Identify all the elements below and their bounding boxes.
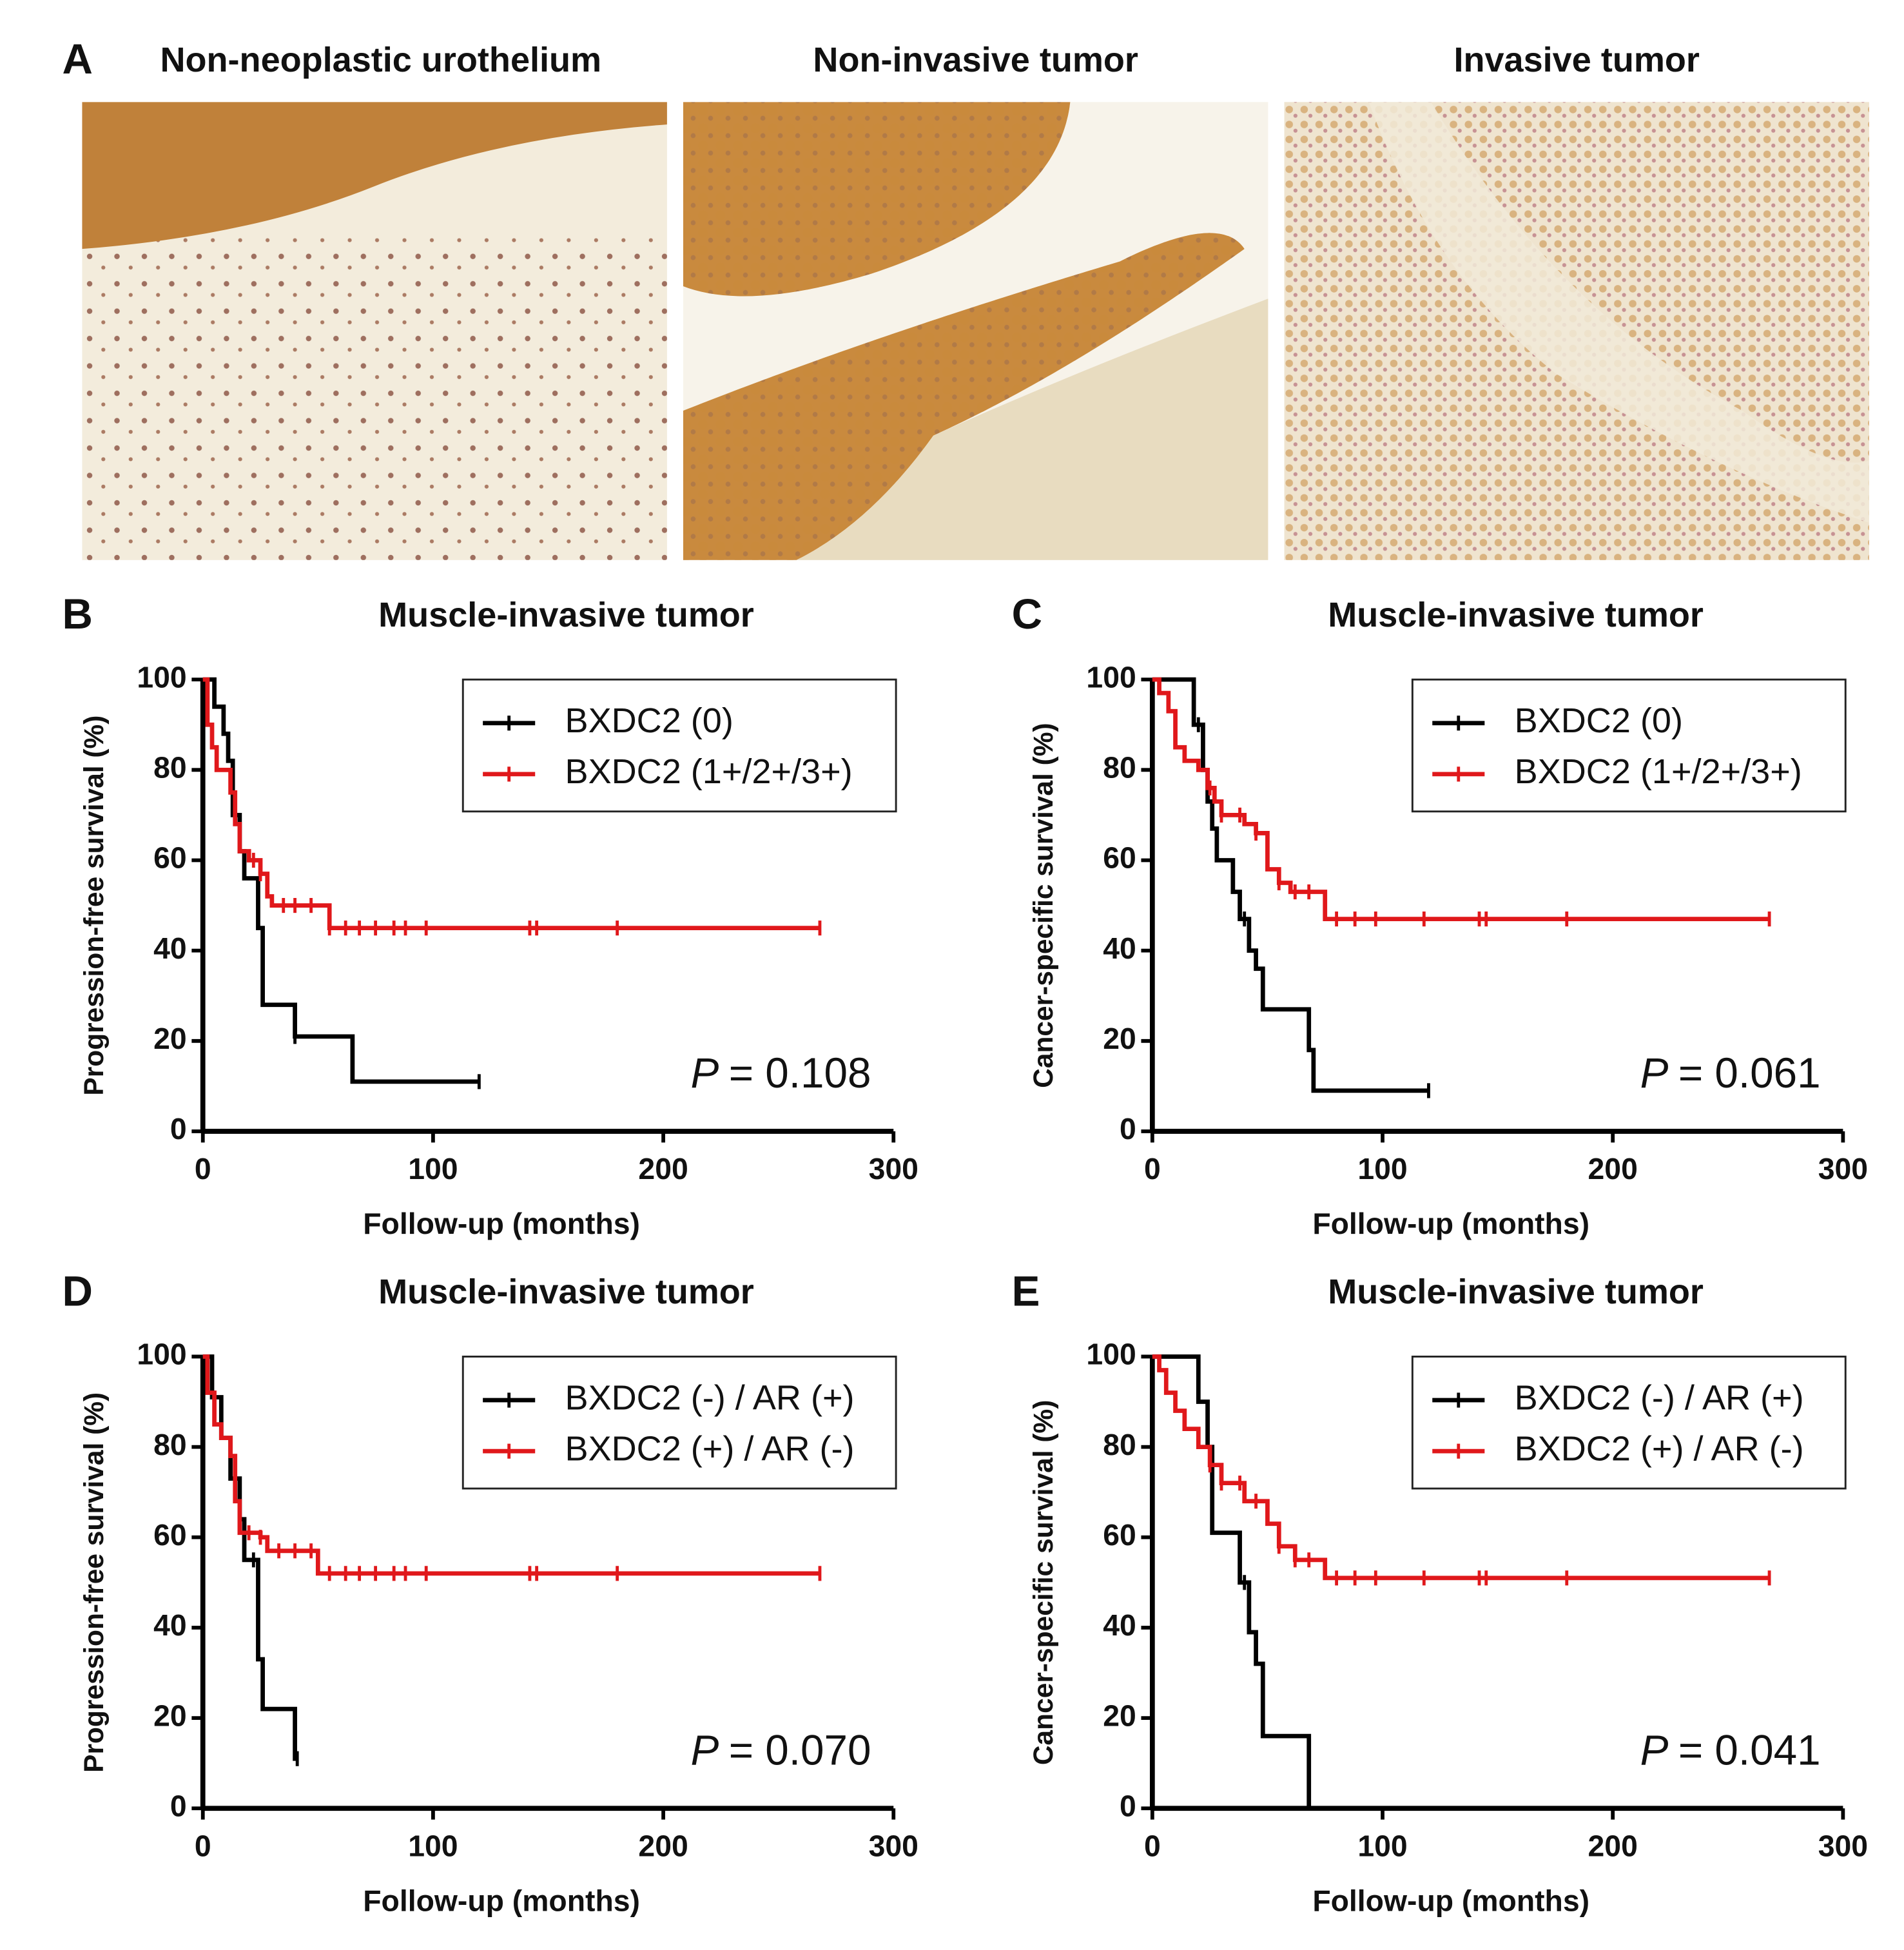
micrograph	[1284, 102, 1869, 560]
panel-label: E	[1012, 1267, 1040, 1314]
panel-label: C	[1012, 590, 1042, 638]
panel-label: A	[63, 35, 93, 83]
legend-label: BXDC2 (1+/2+/3+)	[565, 752, 853, 791]
x-tick-label: 200	[638, 1829, 688, 1862]
x-tick-label: 200	[638, 1152, 688, 1185]
x-axis-label: Follow-up (months)	[363, 1207, 640, 1240]
image-title: Non-invasive tumor	[813, 41, 1138, 79]
x-tick-label: 0	[195, 1152, 211, 1185]
panel-label: D	[63, 1267, 93, 1314]
x-tick-label: 0	[1144, 1152, 1161, 1185]
p-symbol: P	[690, 1049, 719, 1097]
y-tick-label: 60	[153, 1518, 187, 1552]
chart-title: Muscle-invasive tumor	[1328, 596, 1704, 634]
y-tick-label: 20	[153, 1022, 187, 1055]
x-tick-label: 0	[195, 1829, 211, 1862]
panel-label: B	[63, 590, 93, 638]
y-tick-label: 20	[153, 1699, 187, 1732]
y-axis-label: Progression-free survival (%)	[79, 716, 109, 1096]
x-tick-label: 100	[408, 1829, 458, 1862]
legend-label: BXDC2 (-) / AR (+)	[565, 1378, 855, 1417]
p-symbol: P	[1640, 1049, 1669, 1097]
y-tick-label: 0	[170, 1112, 187, 1146]
x-axis-label: Follow-up (months)	[1312, 1207, 1589, 1240]
y-tick-label: 100	[1086, 1338, 1136, 1371]
p-value: P = 0.108	[690, 1049, 871, 1097]
y-tick-label: 60	[1103, 1518, 1136, 1552]
y-tick-label: 80	[153, 751, 187, 785]
y-tick-label: 20	[1103, 1699, 1136, 1732]
survival-curve	[202, 1354, 820, 1576]
y-tick-label: 60	[153, 841, 187, 875]
y-tick-label: 20	[1103, 1022, 1136, 1055]
y-tick-label: 40	[1103, 1608, 1136, 1642]
survival-curve	[1152, 1354, 1314, 1811]
chart-title: Muscle-invasive tumor	[378, 1272, 754, 1311]
survival-curve	[202, 677, 820, 930]
y-tick-label: 40	[153, 1608, 187, 1642]
y-tick-label: 0	[1120, 1789, 1136, 1823]
legend-label: BXDC2 (-) / AR (+)	[1515, 1378, 1804, 1417]
y-tick-label: 80	[1103, 751, 1136, 785]
micrograph	[82, 102, 667, 560]
legend-box	[1411, 1356, 1847, 1490]
y-tick-label: 60	[1103, 841, 1136, 875]
legend-box	[1411, 678, 1847, 813]
x-axis-label: Follow-up (months)	[1312, 1884, 1589, 1917]
y-tick-label: 40	[1103, 931, 1136, 965]
image-title: Invasive tumor	[1453, 41, 1699, 79]
x-tick-label: 100	[408, 1152, 458, 1185]
micrograph	[683, 102, 1268, 560]
survival-curve	[202, 1354, 298, 1761]
image-title: Non-neoplastic urothelium	[160, 41, 602, 79]
y-tick-label: 100	[137, 660, 186, 694]
survival-curve	[1152, 1354, 1770, 1581]
x-axis-label: Follow-up (months)	[363, 1884, 640, 1917]
y-tick-label: 0	[1120, 1112, 1136, 1146]
y-tick-label: 80	[1103, 1428, 1136, 1461]
legend-label: BXDC2 (+) / AR (-)	[565, 1429, 855, 1468]
p-text: = 0.061	[1678, 1049, 1821, 1097]
legend-label: BXDC2 (+) / AR (-)	[1515, 1429, 1804, 1468]
survival-curve	[202, 677, 480, 1084]
p-symbol: P	[690, 1727, 719, 1774]
x-tick-label: 300	[869, 1829, 918, 1862]
p-value: P = 0.061	[1640, 1049, 1821, 1097]
p-value: P = 0.070	[690, 1727, 871, 1774]
y-axis-label: Cancer-specific survival (%)	[1028, 723, 1058, 1088]
p-symbol: P	[1640, 1727, 1669, 1774]
p-value: P = 0.041	[1640, 1727, 1821, 1774]
x-tick-label: 300	[869, 1152, 918, 1185]
x-tick-label: 200	[1588, 1829, 1638, 1862]
chart-title: Muscle-invasive tumor	[378, 596, 754, 634]
y-tick-label: 100	[1086, 660, 1136, 694]
y-tick-label: 40	[153, 931, 187, 965]
y-axis-label: Cancer-specific survival (%)	[1028, 1400, 1058, 1766]
p-text: = 0.041	[1678, 1727, 1821, 1774]
y-tick-label: 0	[170, 1789, 187, 1823]
x-tick-label: 0	[1144, 1829, 1161, 1862]
y-tick-label: 100	[137, 1338, 186, 1371]
y-tick-label: 80	[153, 1428, 187, 1461]
legend-box	[461, 1356, 897, 1490]
x-tick-label: 200	[1588, 1152, 1638, 1185]
x-tick-label: 300	[1818, 1152, 1868, 1185]
legend-label: BXDC2 (1+/2+/3+)	[1515, 752, 1802, 791]
legend-label: BXDC2 (0)	[1515, 701, 1683, 740]
y-axis-label: Progression-free survival (%)	[79, 1392, 109, 1773]
x-tick-label: 100	[1357, 1829, 1407, 1862]
x-tick-label: 300	[1818, 1829, 1868, 1862]
p-text: = 0.108	[729, 1049, 871, 1097]
survival-curve	[1152, 677, 1770, 921]
p-text: = 0.070	[729, 1727, 871, 1774]
chart-title: Muscle-invasive tumor	[1328, 1272, 1704, 1311]
legend-label: BXDC2 (0)	[565, 701, 733, 740]
x-tick-label: 100	[1357, 1152, 1407, 1185]
legend-box	[461, 678, 897, 813]
